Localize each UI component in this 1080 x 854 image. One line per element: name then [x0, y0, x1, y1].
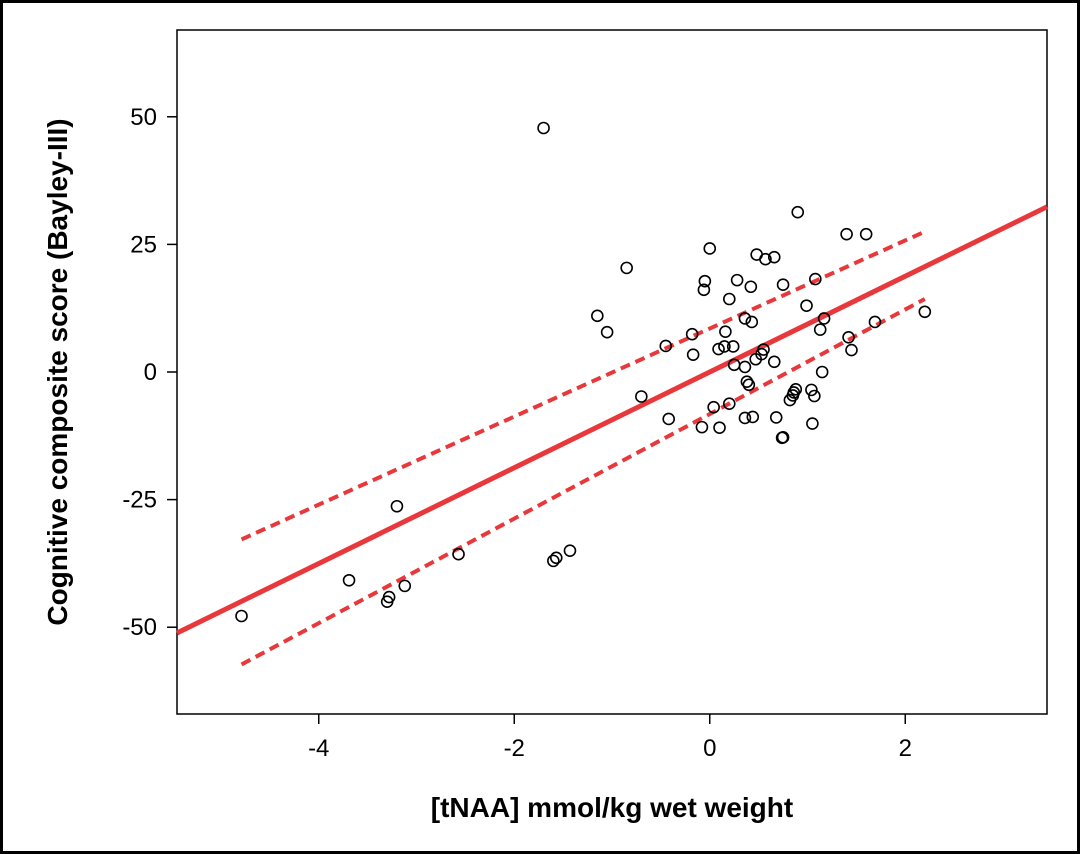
- data-point: [859, 227, 873, 241]
- y-axis: -50 -25 0 25 50: [122, 104, 177, 641]
- data-point: [713, 421, 726, 434]
- data-point: [707, 400, 720, 414]
- data-point: [744, 280, 758, 294]
- data-point: [800, 299, 813, 312]
- data-point: [868, 315, 882, 329]
- regression-line: [175, 204, 1049, 636]
- data-point: [809, 272, 822, 286]
- x-tick-label: -2: [504, 735, 525, 762]
- data-point: [635, 390, 648, 403]
- data-point: [817, 312, 831, 325]
- data-point: [730, 273, 744, 287]
- data-point: [740, 375, 754, 388]
- data-point: [695, 420, 709, 434]
- data-point: [591, 309, 604, 323]
- data-point: [759, 252, 772, 266]
- data-point: [659, 339, 673, 353]
- data-point: [549, 551, 563, 565]
- data-point: [620, 261, 633, 275]
- data-point: [537, 121, 550, 135]
- data-point: [805, 383, 818, 397]
- fit-lines: [175, 204, 1049, 667]
- data-point: [342, 573, 356, 587]
- data-point: [808, 389, 821, 403]
- x-axis-title: [tNAA] mmol/kg wet weight: [431, 792, 793, 823]
- data-point: [698, 274, 712, 288]
- data-point: [813, 323, 827, 336]
- data-point: [791, 205, 805, 219]
- data-point: [452, 547, 465, 561]
- data-point: [745, 315, 759, 329]
- data-point: [776, 278, 790, 292]
- data-point: [767, 355, 781, 369]
- data-point: [767, 250, 781, 264]
- y-tick-label: 25: [130, 231, 157, 258]
- x-tick-label: 0: [703, 735, 716, 762]
- data-point: [789, 383, 803, 396]
- data-point: [842, 330, 855, 344]
- y-tick-label: -50: [122, 614, 157, 641]
- data-point: [235, 609, 248, 623]
- ci-upper-line: [240, 229, 926, 542]
- y-tick-label: 0: [144, 359, 157, 386]
- y-tick-label: -25: [122, 487, 157, 514]
- data-point: [746, 410, 760, 424]
- data-point: [718, 340, 731, 353]
- data-point: [845, 343, 858, 357]
- data-point: [738, 312, 752, 325]
- x-tick-label: 2: [899, 735, 912, 762]
- data-point: [398, 579, 412, 593]
- data-point: [547, 554, 560, 568]
- data-point: [662, 412, 675, 426]
- data-point: [600, 325, 614, 339]
- data-point: [726, 340, 740, 353]
- x-axis: -4 -2 0 2: [308, 714, 912, 762]
- data-point: [686, 348, 700, 361]
- data-point: [390, 499, 404, 513]
- data-point: [749, 352, 762, 366]
- data-point: [738, 360, 752, 374]
- data-point: [697, 283, 711, 297]
- data-point: [685, 327, 699, 341]
- y-tick-label: 50: [130, 104, 157, 131]
- data-point: [806, 417, 819, 430]
- data-point: [815, 365, 829, 379]
- data-point: [563, 544, 577, 557]
- data-point: [742, 378, 756, 392]
- data-point: [703, 242, 717, 255]
- ci-lower-line: [240, 297, 926, 667]
- data-point: [380, 595, 394, 609]
- data-point: [769, 411, 783, 424]
- data-point: [712, 342, 725, 356]
- data-point: [918, 305, 932, 319]
- data-point: [723, 397, 736, 410]
- data-point: [723, 292, 736, 306]
- data-point: [783, 393, 797, 407]
- data-points: [235, 121, 932, 623]
- data-point: [776, 431, 790, 444]
- data-point: [840, 227, 853, 241]
- data-point: [727, 358, 741, 372]
- y-axis-title: Cognitive composite score (Bayley-III): [42, 118, 73, 625]
- data-point: [738, 411, 752, 425]
- x-tick-label: -4: [308, 735, 329, 762]
- data-point: [719, 325, 732, 338]
